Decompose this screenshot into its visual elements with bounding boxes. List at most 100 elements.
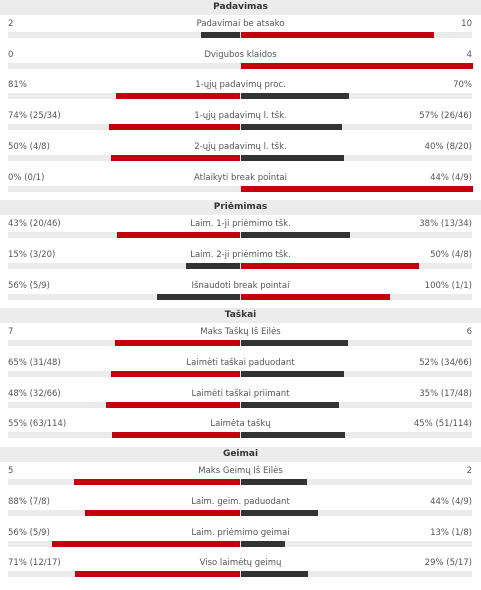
right-bar [241,154,345,161]
bar-track [8,540,472,547]
left-value: 43% (20/46) [8,219,61,230]
left-bar [115,340,240,347]
stat-label: 1-ųjų padavimų proc. [195,80,286,91]
bar-track [8,401,472,408]
right-bar [241,479,308,486]
stat-label: Laim. 1-ji priėmimo tšk. [190,219,291,230]
stat-label: 1-ųjų padavimų l. tšk. [194,111,287,122]
right-value: 29% (5/17) [424,558,472,569]
stat-label: Maks Geimų Iš Eilės [198,466,283,477]
right-value: 40% (8/20) [424,141,472,152]
left-value: 2 [8,19,14,29]
bar-track [8,371,472,377]
bar-track [8,93,472,100]
bar-track [8,124,472,131]
bar-track [8,432,472,439]
left-bar [112,432,240,439]
section-header: Taškai [0,308,481,324]
left-bar [85,509,240,516]
right-value: 4 [466,49,472,60]
right-value: 6 [466,327,472,338]
right-value: 35% (17/48) [419,388,472,399]
left-bar [75,571,240,578]
left-value: 88% (7/8) [8,496,50,507]
bar-track [8,232,472,239]
bar-track [8,32,472,38]
stat-label: Laim. geim. paduodant [191,496,290,507]
left-bar [116,232,240,239]
right-value: 2 [466,466,472,477]
bar-track [8,340,472,347]
right-bar [241,32,435,38]
right-bar [241,340,349,347]
left-value: 7 [8,327,14,338]
right-bar [241,62,473,69]
section-header: Priėmimas [0,200,481,216]
stat-label: 2-ųjų padavimų l. tšk. [194,141,287,152]
left-value: 0% (0/1) [8,172,45,183]
left-bar [201,32,240,38]
right-bar [241,401,339,408]
right-value: 44% (4/9) [430,172,472,183]
right-bar [241,93,349,100]
left-bar [74,479,240,486]
right-bar [241,232,350,239]
right-value: 13% (1/8) [430,527,472,538]
left-value: 5 [8,466,14,477]
right-bar [241,293,390,300]
left-bar [111,371,240,377]
right-value: 50% (4/8) [430,249,472,260]
right-value: 10 [461,19,472,29]
stat-label: Laimėta taškų [210,419,271,430]
left-value: 0 [8,49,14,60]
right-value: 100% (1/1) [424,280,472,291]
right-bar [241,262,420,269]
left-bar [108,124,240,131]
right-value: 38% (13/34) [419,219,472,230]
left-bar [156,293,240,300]
right-value: 45% (51/114) [413,419,472,430]
left-value: 56% (5/9) [8,527,50,538]
stat-label: Laimėti taškai priimant [191,388,290,399]
section-header: Padavimas [0,0,481,15]
right-value: 52% (34/66) [419,358,472,368]
right-bar [241,371,345,377]
right-value: 44% (4/9) [430,496,472,507]
bar-track [8,262,472,269]
left-bar [105,401,240,408]
stat-label: Padavimai be atsako [196,19,285,29]
left-value: 15% (3/20) [8,249,56,260]
right-value: 70% [453,80,472,91]
stat-label: Viso laimėtų geimų [199,558,282,569]
left-bar [111,154,240,161]
right-bar [241,124,342,131]
bar-track [8,293,472,300]
stat-label: Laimėti taškai paduodant [186,358,295,368]
left-value: 65% (31/48) [8,358,61,368]
left-value: 56% (5/9) [8,280,50,291]
bar-track [8,479,472,486]
stat-label: Maks Taškų Iš Eilės [200,327,281,338]
bar-track [8,154,472,161]
right-bar [241,540,285,547]
stat-label: Išnaudoti break pointai [191,280,290,291]
left-bar [186,262,240,269]
stat-label: Dvigubos klaidos [204,49,277,60]
left-value: 81% [8,80,27,91]
right-value: 57% (26/46) [419,111,472,122]
bar-track [8,62,472,69]
stat-label: Atlaikyti break pointai [194,172,287,183]
stat-label: Laim. priėmimo geimai [191,527,290,538]
bar-track [8,509,472,516]
left-value: 71% (12/17) [8,558,61,569]
right-bar [241,432,346,439]
left-value: 48% (32/66) [8,388,61,399]
right-bar [241,509,319,516]
bar-track [8,185,472,192]
right-bar [241,571,309,578]
stat-label: Laim. 2-ji priėmimo tšk. [190,249,291,260]
left-bar [51,540,240,547]
bar-track [8,571,472,578]
section-header: Geimai [0,447,481,463]
